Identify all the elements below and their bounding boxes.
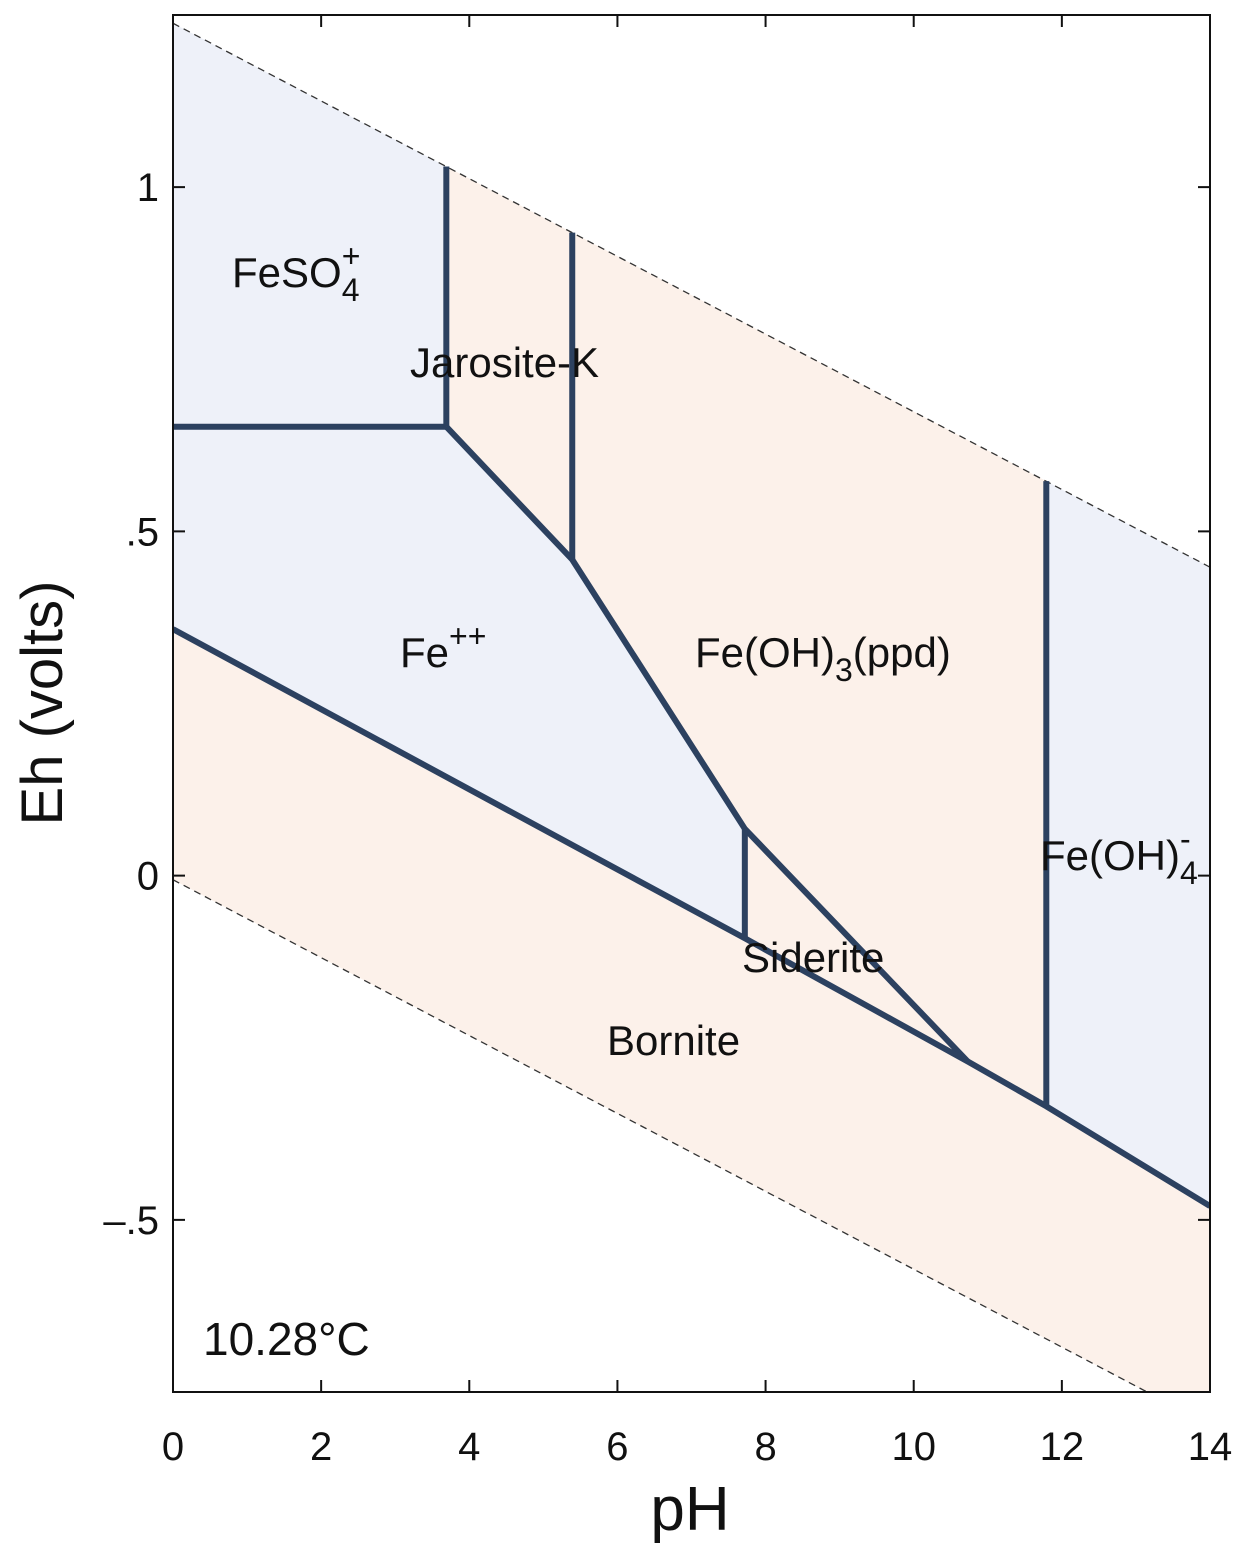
region-area <box>173 426 745 939</box>
region-label: Fe++ <box>400 618 486 676</box>
region-label: Bornite <box>607 1017 740 1064</box>
x-tick-label: 4 <box>458 1425 480 1469</box>
label-text: Fe(OH) <box>695 629 835 676</box>
region-area <box>446 166 573 560</box>
x-tick-label: 2 <box>310 1425 332 1469</box>
region-label: Fe(OH)3(ppd) <box>695 629 951 688</box>
x-tick-label: 12 <box>1040 1425 1085 1469</box>
region-area <box>173 629 1210 1392</box>
x-tick-label: 10 <box>891 1425 936 1469</box>
label-text: Siderite <box>742 934 884 981</box>
ticks: 0 2 4 6 8 10 12 14 –.5 0 .5 1 <box>103 15 1232 1469</box>
label-sup: + <box>342 238 361 274</box>
water-stability-line <box>173 22 1210 568</box>
y-tick-label: –.5 <box>103 1199 159 1243</box>
region-labels: FeSO4+Jarosite-KFe++ Fe(OH)3(ppd)Fe(OH)4-… <box>232 238 1198 1064</box>
label-text: Fe(OH) <box>1040 832 1180 879</box>
label-sup: ++ <box>449 618 486 654</box>
region-label: Siderite <box>742 934 884 981</box>
regions <box>173 23 1210 1392</box>
x-tick-label: 14 <box>1188 1425 1233 1469</box>
label-sup: - <box>1180 821 1191 857</box>
x-tick-label: 0 <box>162 1425 184 1469</box>
region-area <box>1046 481 1210 1207</box>
region-label: Fe(OH)4- <box>1040 821 1198 891</box>
phase-boundary <box>173 626 1210 1209</box>
region-label: Jarosite-K <box>410 339 599 386</box>
x-axis-title: pH <box>650 1475 729 1544</box>
boundaries <box>173 22 1210 1392</box>
phase-boundary <box>444 424 970 1064</box>
region-area <box>572 232 1047 1107</box>
label-text: Jarosite-K <box>410 339 599 386</box>
label-text: (ppd) <box>853 629 951 676</box>
water-stability-line <box>173 879 1149 1392</box>
label-sub: 3 <box>835 652 853 688</box>
y-tick-label: 1 <box>137 166 159 210</box>
y-tick-label: .5 <box>126 510 159 554</box>
temperature-annotation: 10.28°C <box>203 1313 370 1365</box>
y-axis-title: Eh (volts) <box>10 581 75 826</box>
region-area <box>173 23 447 427</box>
label-sub: 4 <box>1180 855 1198 891</box>
plot-frame <box>172 14 1211 1393</box>
x-tick-label: 6 <box>606 1425 628 1469</box>
label-text: Fe <box>400 629 449 676</box>
label-text: Bornite <box>607 1017 740 1064</box>
region-label: FeSO4+ <box>232 238 360 308</box>
y-tick-label: 0 <box>137 855 159 899</box>
label-sub: 4 <box>342 272 360 308</box>
x-tick-label: 8 <box>754 1425 776 1469</box>
label-text: FeSO <box>232 249 342 296</box>
